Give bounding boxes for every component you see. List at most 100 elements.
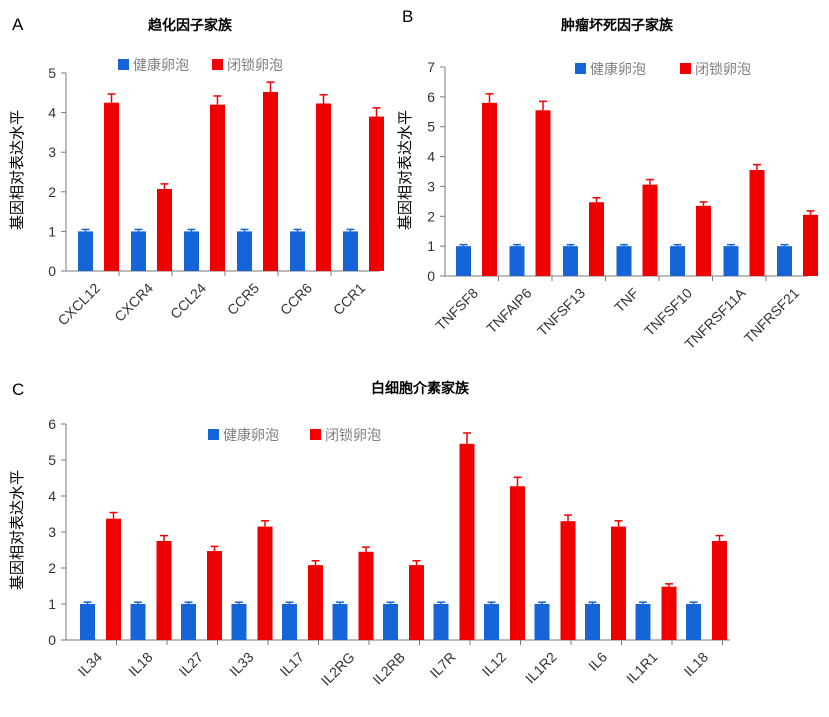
y-axis-label: 基因相对表达水平 — [9, 110, 26, 230]
y-tick-label: 0 — [427, 268, 435, 284]
bar-atretic-cxcl12 — [104, 102, 119, 271]
bar-atretic-tnfsf8 — [482, 102, 497, 276]
bar-atretic-il33 — [257, 526, 273, 640]
bar-atretic-tnfsf13 — [589, 202, 604, 276]
legend-swatch — [310, 429, 321, 440]
bar-healthy-il1r1 — [635, 604, 651, 640]
bar-atretic-il1r1 — [661, 586, 677, 640]
x-tick-label: IL33 — [226, 649, 257, 680]
bar-healthy-il2rb — [383, 604, 398, 640]
y-tick-label: 5 — [48, 65, 56, 81]
y-tick-label: 6 — [427, 89, 435, 105]
legend-swatch — [118, 59, 129, 70]
legend-label: 健康卵泡 — [133, 57, 189, 73]
y-tick-label: 1 — [427, 238, 435, 254]
legend-swatch — [680, 63, 691, 74]
x-tick-label: TNFRSF21 — [741, 285, 803, 347]
bar-healthy-ccl24 — [184, 231, 199, 271]
y-tick-label: 2 — [48, 184, 56, 200]
bar-atretic-il17 — [308, 565, 323, 640]
bar-atretic-il2rg — [358, 551, 374, 640]
bar-atretic-il6 — [611, 526, 626, 640]
bar-healthy-cxcl12 — [78, 231, 93, 271]
bar-healthy-tnfsf13 — [563, 246, 578, 276]
bar-atretic-ccr5 — [263, 92, 278, 272]
bar-atretic-il34 — [106, 518, 121, 640]
bar-healthy-il34 — [80, 604, 95, 640]
x-tick-label: IL1R2 — [522, 649, 560, 687]
bar-atretic-il2rb — [409, 565, 424, 640]
bar-healthy-il27 — [181, 604, 196, 640]
y-tick-label: 0 — [48, 263, 56, 279]
bar-healthy-il7r — [433, 604, 449, 640]
bar-healthy-il18 — [686, 604, 701, 640]
bar-atretic-tnfrsf21 — [803, 214, 818, 276]
y-axis-label: 基因相对表达水平 — [397, 110, 414, 230]
y-tick-label: 3 — [48, 524, 56, 540]
x-tick-label: TNFSF13 — [534, 285, 588, 339]
bar-healthy-tnf — [616, 246, 632, 276]
bar-atretic-tnfrsf11a — [749, 170, 765, 276]
bar-healthy-il17 — [282, 604, 297, 640]
x-tick-label: IL2RB — [369, 649, 408, 688]
panel-letter: B — [402, 7, 413, 26]
y-tick-label: 4 — [48, 488, 56, 504]
x-tick-label: CCL24 — [167, 280, 209, 322]
x-tick-label: IL1R1 — [623, 649, 661, 687]
bar-healthy-ccr6 — [290, 231, 305, 271]
bar-healthy-il33 — [231, 604, 247, 640]
bar-healthy-tnfaip6 — [509, 246, 525, 276]
panel-letter: C — [12, 380, 24, 399]
bar-healthy-tnfsf8 — [456, 246, 471, 276]
legend-label: 闭锁卵泡 — [695, 61, 751, 77]
bar-atretic-tnfsf10 — [696, 205, 711, 276]
y-tick-label: 3 — [48, 144, 56, 160]
bar-atretic-ccr1 — [369, 116, 384, 271]
y-tick-label: 1 — [48, 223, 56, 239]
bar-atretic-il18 — [712, 541, 727, 640]
bar-atretic-il27 — [207, 551, 222, 640]
y-tick-label: 7 — [427, 59, 435, 75]
x-tick-label: CCR1 — [330, 280, 368, 318]
bar-healthy-ccr5 — [237, 231, 252, 271]
bar-healthy-il1r2 — [534, 604, 550, 640]
bar-healthy-cxcr4 — [131, 231, 146, 271]
x-tick-label: TNFSF10 — [641, 285, 695, 339]
bar-atretic-il12 — [510, 486, 525, 640]
bar-healthy-tnfrsf21 — [777, 246, 792, 276]
bar-healthy-il2rg — [332, 604, 348, 640]
x-tick-label: CCR5 — [224, 280, 262, 318]
bar-atretic-ccr6 — [316, 103, 331, 271]
bar-atretic-ccl24 — [210, 104, 225, 272]
bar-atretic-tnf — [642, 184, 658, 276]
y-tick-label: 3 — [427, 178, 435, 194]
chart-title: 趋化因子家族 — [148, 17, 233, 33]
bar-healthy-il12 — [484, 604, 499, 640]
legend-swatch — [208, 429, 219, 440]
bar-healthy-il6 — [585, 604, 600, 640]
y-tick-label: 5 — [48, 452, 56, 468]
x-tick-label: CCR6 — [277, 280, 315, 318]
x-tick-label: IL12 — [479, 649, 510, 680]
panel-letter: A — [12, 15, 24, 34]
x-tick-label: IL18 — [681, 649, 712, 680]
bar-healthy-tnfsf10 — [670, 246, 685, 276]
bar-atretic-il18 — [156, 541, 172, 640]
x-tick-label: IL7R — [426, 649, 458, 681]
y-tick-label: 4 — [427, 149, 435, 165]
bar-healthy-tnfrsf11a — [723, 246, 739, 276]
x-tick-label: CXCR4 — [111, 280, 156, 325]
x-tick-label: IL18 — [125, 649, 156, 680]
bar-atretic-cxcr4 — [157, 189, 172, 271]
legend-label: 闭锁卵泡 — [227, 57, 283, 73]
bar-healthy-il18 — [130, 604, 146, 640]
y-axis-label: 基因相对表达水平 — [9, 470, 26, 590]
legend-label: 健康卵泡 — [590, 61, 646, 77]
y-tick-label: 2 — [48, 560, 56, 576]
chart-title: 肿瘤坏死因子家族 — [561, 17, 674, 33]
x-tick-label: IL2RG — [318, 649, 358, 689]
legend-label: 闭锁卵泡 — [325, 427, 381, 443]
legend-label: 健康卵泡 — [223, 427, 279, 443]
